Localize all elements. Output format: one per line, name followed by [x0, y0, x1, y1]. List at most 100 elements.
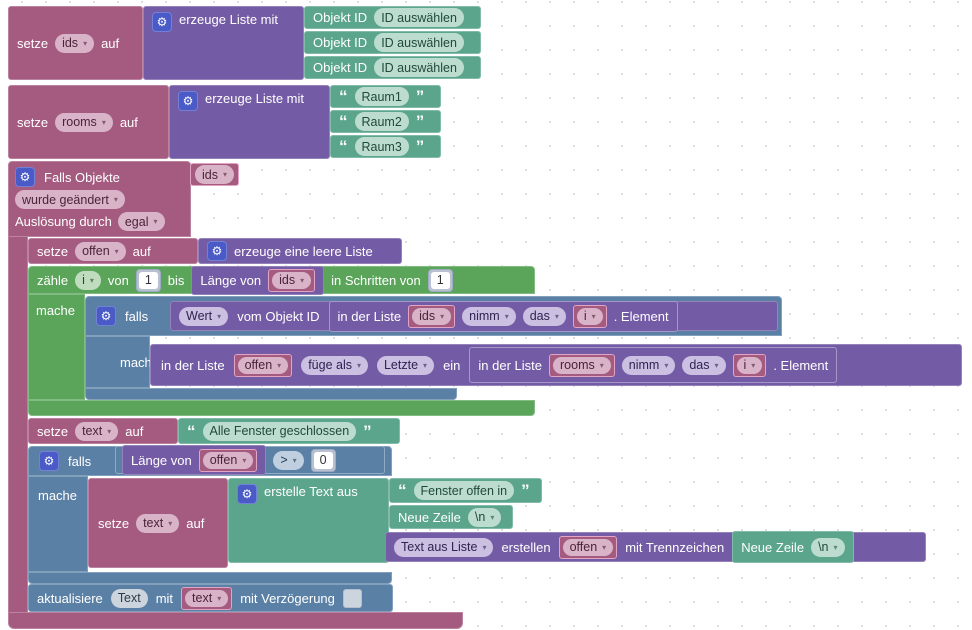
block-set-variable-text2[interactable]: setze text auf — [88, 478, 228, 568]
insert-mode-dropdown[interactable]: füge als — [301, 355, 368, 375]
if-open-bottom-bar[interactable] — [28, 572, 392, 584]
block-variable-ids-value[interactable]: ids — [190, 163, 239, 186]
block-variable-offen-value[interactable]: offen — [558, 535, 618, 559]
block-trigger-on-change[interactable]: Falls Objekte wurde geändert Auslösung d… — [8, 161, 191, 237]
block-object-id-3[interactable]: Objekt ID ID auswählen — [304, 56, 481, 79]
count-loop-spine[interactable] — [28, 294, 85, 400]
if-value-bottom-bar[interactable] — [85, 388, 457, 400]
object-id-picker[interactable]: ID auswählen — [374, 58, 464, 77]
newline-dropdown[interactable]: \n — [467, 507, 502, 527]
block-get-object-value[interactable]: Wert vom Objekt ID in der Liste ids nimm… — [170, 300, 778, 332]
variable-dropdown-ids[interactable]: ids — [55, 33, 95, 53]
block-set-variable-ids[interactable]: setze ids auf — [8, 6, 143, 80]
block-set-variable-offen[interactable]: setze offen auf — [28, 238, 198, 264]
variable-dropdown-text[interactable]: text — [185, 589, 229, 607]
variable-dropdown-offen[interactable]: offen — [202, 451, 254, 469]
block-variable-offen-value[interactable]: offen — [198, 448, 258, 472]
block-create-list-ids[interactable]: erzeuge Liste mit — [143, 6, 304, 80]
variable-dropdown-text[interactable]: text — [75, 421, 119, 441]
newline-dropdown[interactable]: \n — [811, 537, 845, 557]
block-set-variable-rooms[interactable]: setze rooms auf — [8, 85, 169, 159]
mutator-gear-icon[interactable] — [237, 484, 257, 504]
trigger-condition-dropdown[interactable]: wurde geändert — [15, 190, 125, 209]
number-zero-field[interactable]: 0 — [310, 448, 336, 472]
text-field[interactable]: Raum2 — [354, 112, 409, 131]
block-update-state[interactable]: aktualisiere Text mit text mit Verzögeru… — [28, 584, 393, 612]
block-variable-ids-value[interactable]: ids — [408, 304, 456, 328]
block-length-of-offen[interactable]: Länge von offen — [122, 445, 267, 475]
list-where-dropdown[interactable]: das — [522, 306, 566, 326]
state-id-field[interactable]: Text — [110, 588, 148, 608]
if-value-spine[interactable] — [85, 336, 150, 388]
variable-dropdown-rooms[interactable]: rooms — [55, 112, 113, 132]
list-op-dropdown[interactable]: nimm — [462, 306, 516, 326]
object-id-picker[interactable]: ID auswählen — [374, 8, 464, 27]
number-from-field[interactable]: 1 — [135, 268, 161, 292]
variable-dropdown-ids[interactable]: ids — [195, 165, 234, 184]
block-newline-char[interactable]: Neue Zeile \n — [389, 505, 513, 529]
count-loop-bottom-bar[interactable] — [28, 400, 535, 416]
loop-variable-dropdown[interactable]: i — [75, 270, 101, 290]
mutator-gear-icon[interactable] — [152, 12, 172, 32]
trigger-block-bottom-bar[interactable] — [8, 612, 463, 629]
trigger-type-dropdown[interactable]: egal — [117, 212, 165, 231]
delay-checkbox[interactable] — [342, 588, 362, 608]
block-text-raum2[interactable]: Raum2 — [330, 110, 441, 133]
value-type-dropdown[interactable]: Wert — [179, 306, 229, 326]
block-variable-text-value[interactable]: text — [181, 586, 233, 610]
block-text-raum1[interactable]: Raum1 — [330, 85, 441, 108]
block-text-raum3[interactable]: Raum3 — [330, 135, 441, 158]
block-compare[interactable]: Länge von offen > 0 — [115, 445, 385, 475]
mutator-gear-icon[interactable] — [96, 306, 116, 326]
trigger-block-spine[interactable] — [8, 236, 28, 614]
variable-dropdown-i[interactable]: i — [576, 307, 603, 325]
block-list-get-ids[interactable]: in der Liste ids nimm das i . Element — [328, 300, 678, 332]
variable-dropdown-text[interactable]: text — [136, 513, 180, 533]
block-create-list-rooms[interactable]: erzeuge Liste mit — [169, 85, 330, 159]
if-open-spine[interactable] — [28, 476, 88, 572]
variable-dropdown-offen[interactable]: offen — [237, 356, 289, 374]
variable-dropdown-i[interactable]: i — [736, 356, 763, 374]
mutator-gear-icon[interactable] — [207, 241, 227, 261]
block-newline-char[interactable]: Neue Zeile \n — [732, 531, 854, 563]
block-create-empty-list[interactable]: erzeuge eine leere Liste — [198, 238, 402, 264]
block-list-join[interactable]: Text aus Liste erstellen offen mit Trenn… — [385, 531, 926, 563]
block-create-text[interactable]: erstelle Text aus — [228, 478, 389, 563]
text-field[interactable]: Raum1 — [354, 87, 409, 106]
block-count-loop-header[interactable]: zähle i von 1 bis Länge von ids in Schri… — [28, 265, 535, 295]
block-variable-rooms-value[interactable]: rooms — [549, 353, 615, 377]
compare-operator-dropdown[interactable]: > — [273, 450, 304, 470]
block-variable-i-value[interactable]: i — [572, 304, 607, 328]
mutator-gear-icon[interactable] — [178, 91, 198, 111]
mutator-gear-icon[interactable] — [15, 167, 35, 187]
block-variable-offen-value[interactable]: offen — [233, 353, 293, 377]
number-step-field[interactable]: 1 — [427, 268, 453, 292]
label-in-schritten-von: in Schritten von — [331, 272, 421, 288]
block-text-fenster-offen-in[interactable]: Fenster offen in — [389, 478, 542, 503]
list-op-dropdown[interactable]: nimm — [621, 355, 676, 375]
variable-dropdown-offen[interactable]: offen — [562, 538, 614, 556]
block-list-get-rooms[interactable]: in der Liste rooms nimm das i . Element — [469, 347, 838, 383]
block-text-all-closed[interactable]: Alle Fenster geschlossen — [178, 418, 400, 444]
block-object-id-2[interactable]: Objekt ID ID auswählen — [304, 31, 481, 54]
block-list-add[interactable]: in der Liste offen füge als Letzte ein i… — [150, 344, 962, 386]
text-field[interactable]: Fenster offen in — [413, 481, 515, 500]
list-where-dropdown[interactable]: das — [682, 355, 726, 375]
quote-open-icon — [339, 88, 348, 105]
block-variable-i-value[interactable]: i — [732, 353, 767, 377]
insert-where-dropdown[interactable]: Letzte — [376, 355, 435, 375]
variable-dropdown-offen[interactable]: offen — [75, 241, 126, 261]
variable-dropdown-ids[interactable]: ids — [272, 271, 312, 289]
text-field[interactable]: Raum3 — [354, 137, 409, 156]
block-object-id-1[interactable]: Objekt ID ID auswählen — [304, 6, 481, 29]
text-field[interactable]: Alle Fenster geschlossen — [202, 421, 357, 441]
block-set-variable-text[interactable]: setze text auf — [28, 418, 178, 444]
variable-dropdown-ids[interactable]: ids — [412, 307, 452, 325]
block-length-of-ids[interactable]: Länge von ids — [191, 265, 325, 295]
block-variable-ids-value[interactable]: ids — [268, 268, 316, 292]
join-mode-dropdown[interactable]: Text aus Liste — [394, 537, 494, 557]
mutator-gear-icon[interactable] — [39, 451, 59, 471]
object-id-picker[interactable]: ID auswählen — [374, 33, 464, 52]
variable-dropdown-rooms[interactable]: rooms — [553, 356, 611, 374]
